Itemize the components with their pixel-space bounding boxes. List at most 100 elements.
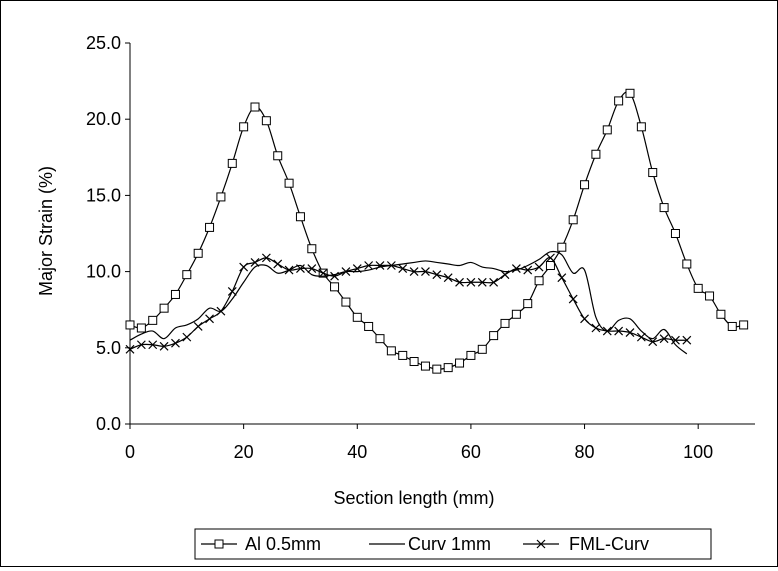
data-point-al-0-5mm	[545, 261, 555, 271]
data-point-fml-curv	[159, 341, 169, 351]
data-point-fml-curv-stroke	[239, 262, 249, 272]
data-point-fml-curv	[284, 265, 294, 275]
data-point-al-0-5mm	[205, 222, 215, 232]
data-point-al-0-5mm	[227, 158, 237, 168]
data-point-fml-curv-stroke	[523, 265, 533, 275]
data-point-fml-curv	[330, 271, 339, 281]
data-point-al-0-5mm	[443, 363, 453, 373]
data-point-al-0-5mm	[739, 320, 749, 330]
data-point-fml-curv	[227, 286, 237, 296]
data-point-fml-curv	[568, 294, 578, 304]
data-point-al-0-5mm	[364, 321, 374, 331]
data-point-al-0-5mm	[614, 96, 624, 106]
data-point-al-0-5mm	[659, 203, 669, 213]
data-point-fml-curv-stroke	[671, 335, 680, 345]
data-point-fml-curv-stroke	[625, 328, 635, 337]
y-tick-label: 0.0	[96, 414, 121, 434]
data-point-fml-curv	[602, 326, 612, 336]
data-point-fml-curv-stroke	[580, 314, 589, 324]
data-point-fml-curv-stroke	[261, 253, 271, 263]
data-point-fml-curv	[455, 277, 464, 287]
data-point-fml-curv-stroke	[386, 261, 396, 270]
series-line-al-0-5mm	[129, 91, 744, 370]
data-point-al-0-5mm	[602, 125, 612, 135]
data-point-fml-curv	[296, 264, 305, 273]
data-point-fml-curv	[318, 268, 328, 278]
data-point-fml-curv-stroke	[409, 267, 419, 277]
legend-marker-fml-curv-stroke	[536, 539, 546, 549]
data-point-fml-curv	[125, 344, 135, 354]
data-point-fml-curv-stroke	[398, 264, 408, 273]
data-point-fml-curv-stroke	[216, 306, 226, 316]
data-point-fml-curv-stroke	[273, 259, 283, 269]
data-point-fml-curv	[477, 277, 487, 287]
data-point-fml-curv	[648, 337, 658, 347]
data-point-al-0-5mm	[352, 312, 362, 322]
y-tick-label: 15.0	[86, 185, 121, 205]
data-point-al-0-5mm	[477, 344, 487, 354]
data-point-fml-curv	[375, 261, 385, 270]
data-point-fml-curv-stroke	[568, 294, 578, 304]
data-point-fml-curv	[671, 335, 680, 345]
x-tick-label: 60	[461, 442, 481, 462]
data-point-fml-curv	[307, 264, 317, 273]
data-point-fml-curv	[239, 262, 249, 272]
data-point-al-0-5mm	[159, 303, 169, 313]
data-point-fml-curv-stroke	[602, 326, 612, 336]
data-point-fml-curv	[193, 322, 203, 331]
data-point-al-0-5mm	[716, 309, 726, 319]
data-point-fml-curv	[261, 253, 271, 263]
x-tick-label: 0	[125, 442, 135, 462]
data-point-fml-curv-stroke	[591, 323, 601, 333]
data-point-fml-curv-stroke	[159, 341, 169, 351]
data-point-fml-curv-stroke	[477, 277, 487, 287]
data-point-fml-curv	[466, 277, 476, 287]
data-point-al-0-5mm	[330, 282, 340, 292]
data-point-fml-curv-stroke	[352, 264, 362, 273]
data-point-fml-curv-stroke	[511, 264, 521, 273]
series-line-curv-1mm	[129, 250, 688, 355]
data-point-fml-curv-stroke	[557, 273, 567, 283]
y-axis-title: Major Strain (%)	[36, 166, 56, 296]
data-point-fml-curv	[511, 264, 521, 273]
data-point-fml-curv-stroke	[284, 265, 294, 275]
data-point-fml-curv-stroke	[296, 264, 305, 273]
data-point-al-0-5mm	[148, 315, 158, 325]
data-point-fml-curv	[341, 267, 351, 277]
data-point-al-0-5mm	[682, 259, 692, 269]
data-point-fml-curv-stroke	[171, 338, 180, 348]
data-point-fml-curv-stroke	[148, 340, 158, 350]
data-point-al-0-5mm	[432, 364, 442, 374]
data-point-al-0-5mm	[398, 350, 408, 360]
data-point-al-0-5mm	[182, 270, 192, 280]
data-point-al-0-5mm	[216, 192, 226, 202]
data-point-al-0-5mm	[284, 178, 294, 188]
data-point-fml-curv-stroke	[136, 340, 146, 350]
data-point-fml-curv-stroke	[489, 277, 499, 287]
data-point-al-0-5mm	[375, 334, 385, 344]
data-point-fml-curv-stroke	[250, 258, 260, 267]
x-axis-title: Section length (mm)	[333, 488, 494, 508]
data-point-fml-curv	[364, 261, 374, 270]
data-point-fml-curv-stroke	[648, 337, 658, 347]
data-point-al-0-5mm	[648, 168, 658, 178]
data-point-al-0-5mm	[557, 242, 567, 252]
data-point-al-0-5mm	[261, 116, 271, 126]
data-point-fml-curv-stroke	[546, 253, 555, 263]
data-point-al-0-5mm	[307, 244, 317, 254]
data-point-fml-curv-stroke	[364, 261, 374, 270]
data-point-al-0-5mm	[295, 212, 305, 222]
data-point-fml-curv	[580, 314, 589, 324]
data-point-fml-curv	[386, 261, 396, 270]
data-point-al-0-5mm	[705, 291, 715, 301]
data-point-al-0-5mm	[489, 331, 499, 341]
data-point-fml-curv	[614, 326, 624, 336]
y-tick-label: 25.0	[86, 33, 121, 53]
data-point-fml-curv	[557, 273, 567, 283]
data-point-al-0-5mm	[568, 215, 578, 225]
data-point-fml-curv	[273, 259, 283, 269]
data-point-fml-curv-stroke	[455, 277, 464, 287]
data-point-al-0-5mm	[455, 358, 465, 368]
data-point-al-0-5mm	[636, 122, 646, 132]
